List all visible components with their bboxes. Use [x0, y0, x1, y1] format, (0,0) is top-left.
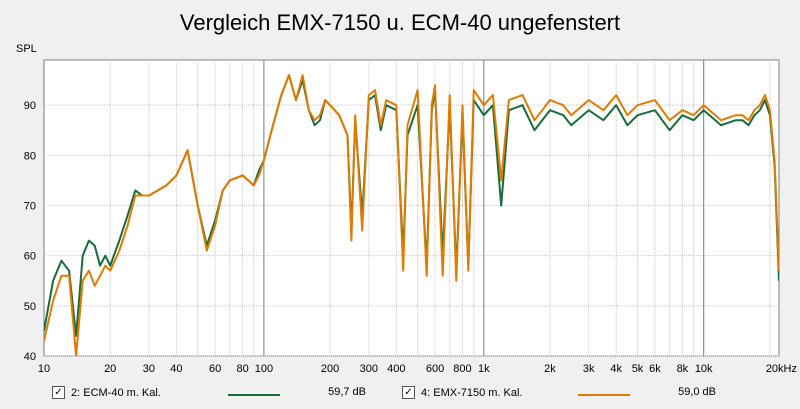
legend: ✓ 2: ECM-40 m. Kal. 59,7 dB ✓ 4: EMX-715… [0, 382, 800, 406]
legend-swatch-ecm40 [228, 394, 280, 396]
legend-value-ecm40: 59,7 dB [328, 386, 366, 398]
x-tick-label: 400 [387, 363, 405, 375]
x-tick-label: 800 [453, 363, 471, 375]
chart: Vergleich EMX-7150 u. ECM-40 ungefenster… [16, 10, 797, 375]
x-tick-label: 3k [583, 363, 595, 375]
x-tick-label: 20 [104, 363, 116, 375]
tick-labels: 10 20 30 40 60 80 100 200 300 400 600 800 1k 2k 3k 4k 5k… [24, 100, 797, 375]
y-axis-label: SPL [16, 43, 37, 55]
x-tick-label: 2k [544, 363, 556, 375]
x-tick-label: 5k [632, 363, 644, 375]
x-tick-label: 10k [695, 363, 713, 375]
legend-item-emx7150[interactable]: ✓ 4: EMX-7150 m. Kal. [402, 386, 523, 399]
legend-label-emx7150: 4: EMX-7150 m. Kal. [421, 386, 523, 399]
x-tick-label: 20kHz [766, 363, 797, 375]
x-tick-label: 600 [426, 363, 444, 375]
legend-swatch-emx7150 [578, 394, 630, 396]
chart-title: Vergleich EMX-7150 u. ECM-40 ungefenster… [180, 10, 620, 35]
y-tick-label: 90 [24, 100, 36, 112]
y-tick-label: 50 [24, 301, 36, 313]
x-tick-label: 200 [321, 363, 339, 375]
x-tick-label: 10 [38, 363, 50, 375]
legend-value-emx7150: 59,0 dB [678, 386, 716, 398]
x-tick-label: 1k [478, 363, 490, 375]
checkbox-emx7150[interactable]: ✓ [402, 386, 415, 399]
x-tick-label: 80 [236, 363, 248, 375]
x-tick-label: 6k [649, 363, 661, 375]
x-tick-label: 40 [170, 363, 182, 375]
plot-area [43, 59, 780, 357]
series-layer [44, 74, 779, 356]
legend-label-ecm40: 2: ECM-40 m. Kal. [71, 386, 161, 399]
y-tick-label: 60 [24, 251, 36, 263]
grid-lines [43, 60, 779, 357]
legend-item-ecm40[interactable]: ✓ 2: ECM-40 m. Kal. [52, 386, 161, 399]
x-tick-label: 60 [209, 363, 221, 375]
series-line-emx7150 [44, 74, 779, 356]
y-tick-label: 70 [24, 200, 36, 212]
x-tick-label: 4k [610, 363, 622, 375]
checkbox-ecm40[interactable]: ✓ [52, 386, 65, 399]
x-tick-label: 8k [677, 363, 689, 375]
x-tick-label: 100 [255, 363, 273, 375]
y-tick-label: 40 [24, 351, 36, 363]
y-tick-label: 80 [24, 150, 36, 162]
x-tick-label: 30 [143, 363, 155, 375]
x-tick-label: 300 [360, 363, 378, 375]
